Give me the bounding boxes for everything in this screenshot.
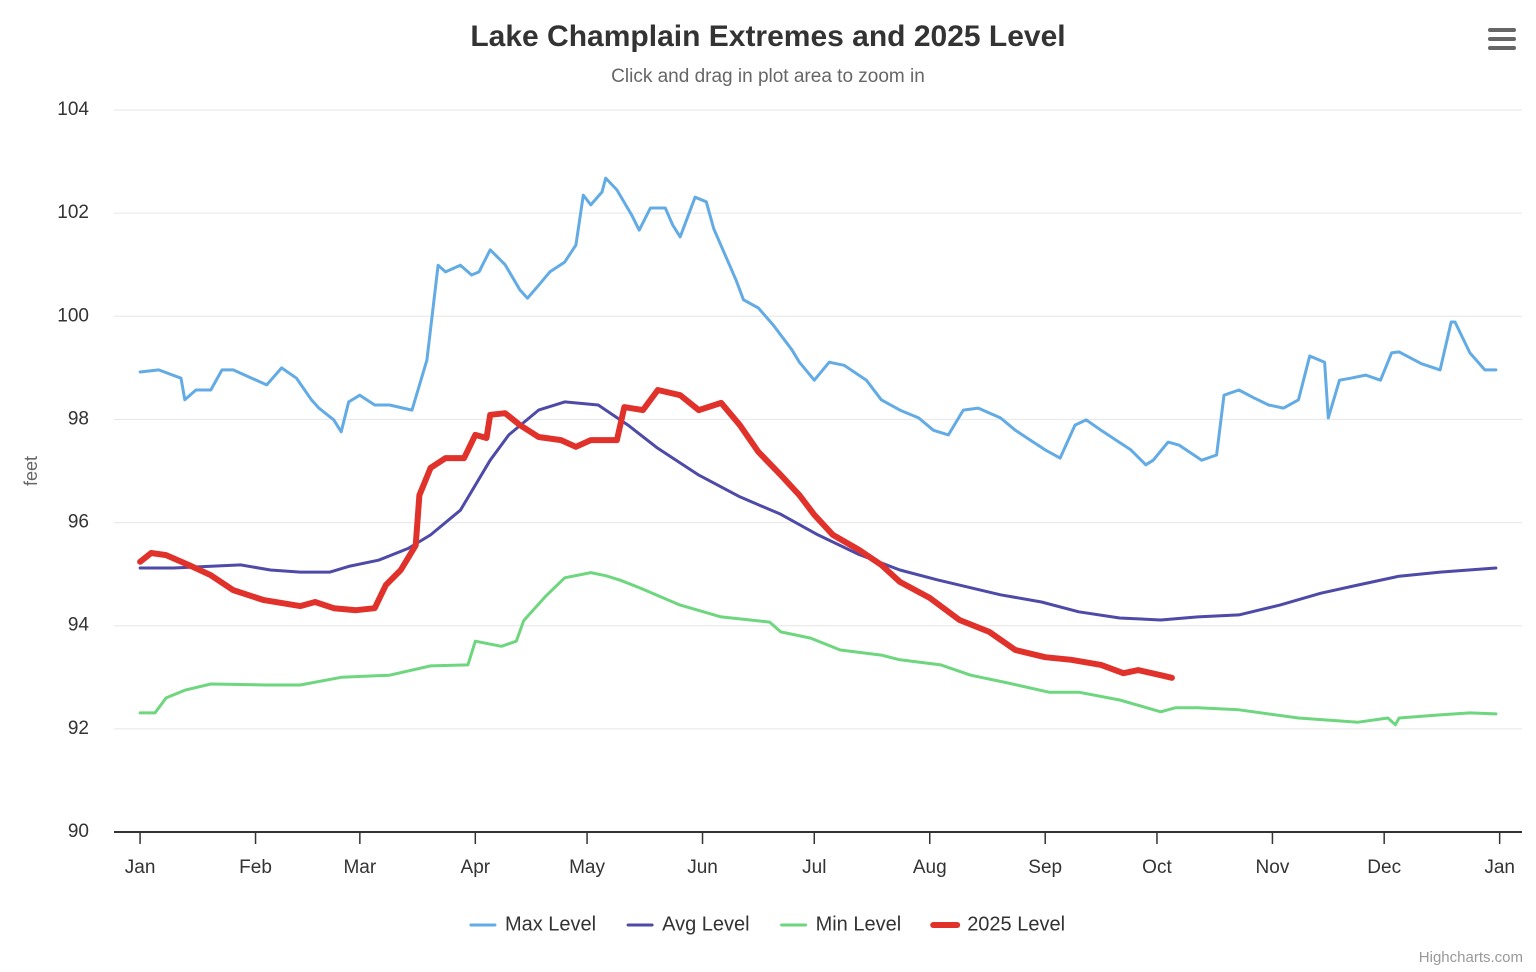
y-tick-label: 96 <box>68 512 89 533</box>
x-tick-label: Sep <box>1028 857 1062 878</box>
menu-bar <box>1488 37 1516 41</box>
y-axis-label: feet <box>21 456 41 486</box>
x-tick-label: Aug <box>913 857 947 878</box>
menu-bar <box>1488 28 1516 32</box>
x-tick-label: Jun <box>687 857 718 878</box>
series-line <box>138 400 1498 622</box>
x-tick-label: Jan <box>1484 857 1515 878</box>
chart-subtitle: Click and drag in plot area to zoom in <box>611 66 925 87</box>
x-tick-label: Apr <box>461 857 491 878</box>
credits[interactable]: Highcharts.com <box>1419 949 1523 966</box>
series-line <box>138 571 1498 727</box>
legend-item[interactable]: Min Level <box>780 913 902 935</box>
series-line <box>137 387 1175 681</box>
x-tick-label: Mar <box>343 857 376 878</box>
x-tick-label: Jan <box>125 857 156 878</box>
y-tick-label: 100 <box>57 305 89 326</box>
legend-item[interactable]: 2025 Level <box>930 913 1065 935</box>
legend-label: Min Level <box>816 913 902 935</box>
legend-label: 2025 Level <box>967 913 1065 935</box>
menu-bar <box>1488 46 1516 50</box>
y-tick-label: 98 <box>68 408 89 429</box>
y-tick-label: 94 <box>68 615 90 636</box>
x-tick-label: Oct <box>1142 857 1172 878</box>
x-tick-label: May <box>569 857 605 878</box>
chart-title: Lake Champlain Extremes and 2025 Level <box>470 20 1065 53</box>
legend-label: Avg Level <box>662 913 749 935</box>
legend-label: Max Level <box>505 913 596 935</box>
y-tick-label: 92 <box>68 718 89 739</box>
legend: Max Level Avg Level Min Level 2025 Level <box>469 913 1065 935</box>
series-line <box>138 176 1498 467</box>
x-tick-label: Feb <box>239 857 272 878</box>
legend-item[interactable]: Avg Level <box>626 913 750 935</box>
x-tick-label: Jul <box>802 857 826 878</box>
y-tick-label: 104 <box>57 99 89 120</box>
x-tick-label: Nov <box>1256 857 1290 878</box>
y-tick-label: 90 <box>68 821 89 842</box>
x-tick-label: Dec <box>1367 857 1401 878</box>
y-tick-label: 102 <box>57 202 89 223</box>
legend-item[interactable]: Max Level <box>469 913 596 935</box>
menu-button[interactable] <box>1488 28 1516 50</box>
